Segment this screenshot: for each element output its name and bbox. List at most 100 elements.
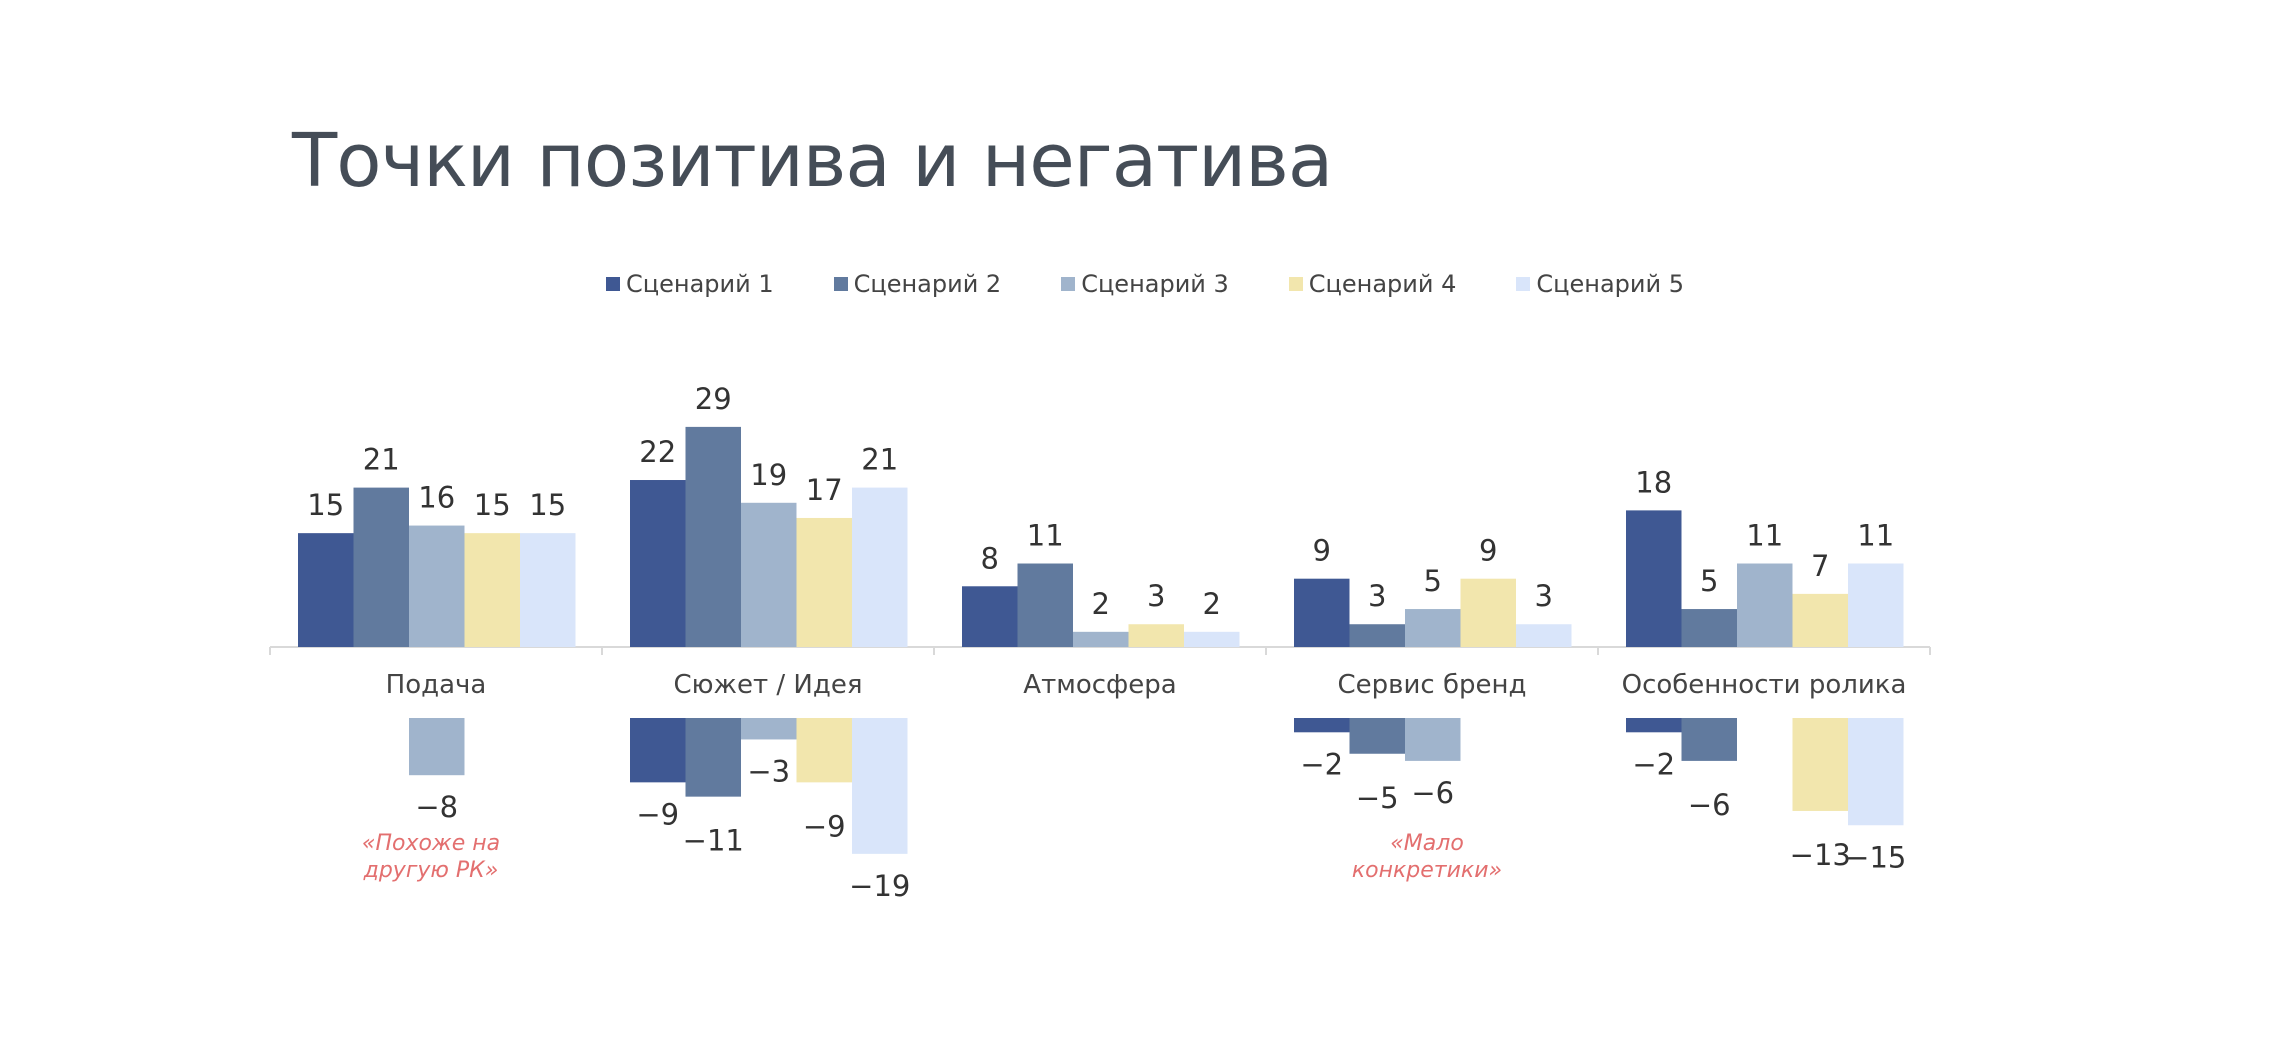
bar-positive (1184, 631, 1240, 647)
data-label: −2 (1632, 747, 1675, 781)
bar-negative (1848, 718, 1904, 826)
data-label: 16 (418, 481, 455, 515)
data-label: 21 (861, 443, 898, 477)
bar-positive (1073, 631, 1129, 647)
data-label: −3 (747, 754, 790, 788)
bar-positive (1349, 624, 1405, 647)
data-label: 29 (695, 382, 732, 416)
legend-label: Сценарий 3 (1081, 270, 1229, 298)
data-label: −15 (1845, 840, 1906, 874)
bar-positive (962, 586, 1018, 647)
category-label: Особенности ролика (1622, 670, 1907, 700)
annotation: «Похоже на (362, 831, 500, 856)
data-label: −11 (683, 824, 744, 858)
data-label: 18 (1635, 465, 1672, 499)
bar-positive (852, 487, 908, 647)
annotation: «Мало (1390, 831, 1464, 856)
bar-negative (1626, 718, 1682, 733)
bar-positive (298, 533, 354, 647)
data-label: 11 (1746, 519, 1783, 553)
legend-label: Сценарий 1 (626, 270, 774, 298)
data-label: 19 (750, 458, 787, 492)
annotation: конкретики» (1352, 858, 1502, 883)
bar-positive (1626, 510, 1682, 647)
data-label: 15 (529, 488, 566, 522)
data-label: 21 (363, 443, 400, 477)
category-label: Атмосфера (1023, 670, 1176, 700)
legend-item: Сценарий 2 (833, 270, 1002, 298)
data-label: 3 (1535, 579, 1553, 613)
data-label: 9 (1479, 534, 1497, 568)
bar-positive (520, 533, 576, 647)
bar-negative (685, 718, 741, 797)
bar-positive (1460, 578, 1516, 647)
data-label: −19 (849, 869, 910, 903)
data-label: −9 (636, 797, 679, 831)
bar-positive (1848, 563, 1904, 647)
data-label: 15 (307, 488, 344, 522)
data-label: −2 (1300, 747, 1343, 781)
bar-negative (1349, 718, 1405, 754)
bar-positive (1516, 624, 1572, 647)
bar-positive (630, 480, 686, 647)
legend-label: Сценарий 2 (853, 270, 1002, 298)
data-label: −6 (1688, 788, 1731, 822)
data-label: 8 (981, 541, 999, 575)
bar-positive (1405, 609, 1461, 647)
legend-swatch (1288, 277, 1303, 291)
bar-negative (1681, 718, 1737, 761)
bar-negative (796, 718, 852, 783)
data-label: 3 (1147, 579, 1165, 613)
bar-negative (741, 718, 797, 740)
data-label: 2 (1092, 587, 1110, 621)
bar-negative (852, 718, 908, 854)
bar-negative (1294, 718, 1350, 733)
data-label: −9 (803, 809, 846, 843)
legend-label: Сценарий 4 (1308, 270, 1457, 298)
data-label: 3 (1368, 579, 1386, 613)
annotation: другую РК» (363, 858, 499, 883)
data-label: 17 (806, 473, 843, 507)
data-label: 7 (1811, 549, 1829, 583)
bar-negative (1792, 718, 1848, 811)
bar-positive (1792, 593, 1848, 647)
category-label: Сервис бренд (1338, 670, 1527, 700)
chart-title: Точки позитива и негатива (292, 118, 1333, 204)
data-label: 11 (1027, 519, 1064, 553)
bar-positive (1017, 563, 1073, 647)
legend-item: Сценарий 3 (1061, 270, 1229, 298)
data-label: 2 (1203, 587, 1221, 621)
legend-swatch (833, 277, 848, 291)
legend: Сценарий 1 Сценарий 2 Сценарий 3 Сценарий 4… (0, 270, 2290, 298)
bar-positive (685, 426, 741, 647)
data-label: −5 (1356, 781, 1399, 815)
data-label: 5 (1424, 564, 1442, 598)
data-label: 15 (474, 488, 511, 522)
data-label: 5 (1700, 564, 1718, 598)
category-label: Подача (386, 670, 487, 700)
bar-negative (630, 718, 686, 783)
bar-positive (796, 517, 852, 647)
bar-positive (1294, 578, 1350, 647)
data-label: 9 (1313, 534, 1331, 568)
bar-positive (741, 502, 797, 647)
bar-positive (1128, 624, 1184, 647)
bar-positive (409, 525, 465, 647)
legend-swatch (1061, 277, 1076, 291)
legend-label: Сценарий 5 (1536, 270, 1684, 298)
legend-item: Сценарий 4 (1288, 270, 1457, 298)
legend-swatch (1516, 277, 1531, 291)
data-label: −8 (415, 790, 458, 824)
bar-negative (1405, 718, 1461, 761)
bar-positive (353, 487, 409, 647)
data-label: −13 (1790, 838, 1851, 872)
bar-positive (1681, 609, 1737, 647)
legend-item: Сценарий 5 (1516, 270, 1684, 298)
legend-item: Сценарий 1 (606, 270, 774, 298)
data-label: −6 (1411, 776, 1454, 810)
legend-swatch (606, 277, 621, 291)
bar-positive (464, 533, 520, 647)
data-label: 22 (639, 435, 676, 469)
bar-positive (1737, 563, 1793, 647)
